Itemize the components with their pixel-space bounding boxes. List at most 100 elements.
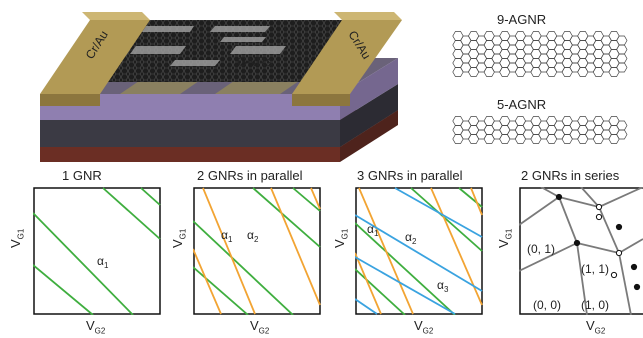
ribbon-hexagon (577, 134, 589, 144)
charge-boundary-line (598, 206, 620, 254)
charge-state-label: (1, 0) (581, 298, 609, 312)
charge-boundary-line (618, 252, 632, 315)
charge-boundary-line (576, 242, 620, 254)
panel-4-xlabel: VG2 (586, 318, 606, 336)
panel-4-plot: (0, 1) (1, 1) (0, 0) (1, 0) (519, 187, 643, 315)
ribbon-hexagon (561, 134, 573, 144)
ribbon-hexagon (530, 134, 542, 144)
transition-line-alpha2 (470, 187, 483, 216)
charge-boundary-line (540, 187, 560, 198)
charge-boundary-line (598, 187, 643, 208)
panel-2-plot: α1 α2 (193, 187, 321, 315)
molecule-9-agnr-label: 9-AGNR (497, 12, 547, 27)
alpha-2-label: α2 (405, 230, 417, 246)
plot-frame (355, 187, 483, 315)
ribbon-hexagon (452, 134, 464, 144)
transition-line-alpha1 (193, 220, 294, 315)
transition-line-alpha3 (355, 256, 456, 315)
ribbon-hexagon (452, 67, 464, 77)
dielectric-front (40, 94, 340, 120)
triple-point-electron (615, 223, 623, 231)
triple-point-hole (610, 271, 618, 279)
substrate-front (40, 147, 340, 162)
alpha-2-label: α2 (247, 228, 259, 244)
panel-2-title: 2 GNRs in parallel (197, 168, 303, 183)
contact-pad-right-top (334, 12, 402, 20)
ribbon-hexagon (467, 67, 480, 77)
molecule-5-agnr (452, 116, 628, 144)
transition-line-alpha2 (202, 187, 256, 315)
panel-3-xlabel: VG2 (414, 318, 434, 336)
alpha-1-label: α1 (221, 228, 233, 244)
triple-point-hole (615, 249, 623, 257)
contact-pad-left-top (82, 12, 150, 20)
charge-boundary-line (519, 196, 560, 226)
charge-boundary-line (576, 242, 588, 315)
panel-1-plot: α1 (33, 187, 161, 315)
transition-line-alpha1 (292, 187, 321, 212)
panel-2-xlabel: VG2 (250, 318, 270, 336)
substrate-side (340, 110, 398, 162)
transition-line-alpha1 (355, 268, 406, 315)
ribbon-hexagon (499, 67, 511, 77)
transition-line-alpha2 (358, 187, 414, 315)
panel-4-ylabel: VG1 (496, 228, 514, 248)
molecule-5-agnr-label: 5-AGNR (497, 97, 547, 112)
ribbon-hexagon (561, 67, 573, 77)
charge-state-label: (0, 1) (527, 242, 555, 256)
charge-boundary-line (558, 196, 578, 244)
triple-point-electron (633, 283, 641, 291)
charge-boundary-line (618, 238, 643, 254)
device-schematic: Cr/Au Cr/Au GNRs (40, 12, 402, 162)
panel-3-ylabel: VG1 (332, 228, 350, 248)
oxide-layer (40, 120, 340, 147)
transition-line-alpha3 (394, 187, 483, 238)
panel-1-ylabel: VG1 (8, 228, 26, 248)
transition-line-alpha1 (193, 266, 249, 315)
transition-line-alpha1 (410, 187, 483, 252)
contact-pad-right (292, 20, 402, 94)
transition-line-alpha1 (33, 264, 94, 315)
transition-line-alpha1 (140, 187, 161, 206)
charge-state-label: (0, 0) (533, 298, 561, 312)
ribbon-hexagon (467, 134, 480, 144)
gnr-flakes (130, 26, 286, 66)
ribbon-hexagon (577, 67, 589, 77)
transition-line-alpha1 (355, 222, 456, 315)
transition-line-alpha3 (355, 214, 483, 292)
panel-3-plot: α1 α2 α3 (355, 187, 483, 315)
transition-line-alpha1 (102, 187, 161, 240)
charge-state-label: (1, 1) (581, 262, 609, 276)
ribbon-hexagon (608, 134, 620, 144)
ribbon-hexagon (483, 67, 495, 77)
transition-line-alpha1 (252, 187, 321, 248)
transition-line-alpha1 (33, 212, 134, 315)
triple-point-hole (595, 203, 603, 211)
ribbon-hexagon (545, 67, 558, 77)
alpha-3-label: α3 (437, 278, 449, 294)
oxide-side (340, 84, 398, 147)
ribbon-hexagon (514, 134, 527, 144)
transition-line-alpha2 (310, 187, 321, 210)
transition-line-alpha3 (355, 298, 378, 315)
triple-point-electron (573, 239, 581, 247)
ribbon-hexagon (530, 67, 542, 77)
panel-4-title: 2 GNRs in series (521, 168, 620, 183)
charge-boundary-line (519, 242, 578, 272)
plot-frame (33, 187, 161, 315)
triple-point-hole (595, 213, 603, 221)
contact-pad-left (40, 20, 150, 94)
panel-2-ylabel: VG1 (170, 228, 188, 248)
ribbon-hexagon (514, 67, 527, 77)
panel-1-title: 1 GNR (62, 168, 102, 183)
ribbon-hexagon (483, 134, 495, 144)
alpha-1-label: α1 (367, 222, 379, 238)
charge-boundary-line (580, 187, 600, 208)
transition-line-alpha2 (193, 248, 222, 315)
charge-boundary-line (558, 196, 600, 208)
contact-pad-left-front (40, 94, 100, 106)
gnr-film-pattern (90, 20, 360, 82)
transition-line-alpha2 (270, 187, 321, 306)
panel-3-title: 3 GNRs in parallel (357, 168, 463, 183)
ribbon-hexagon (592, 67, 605, 77)
